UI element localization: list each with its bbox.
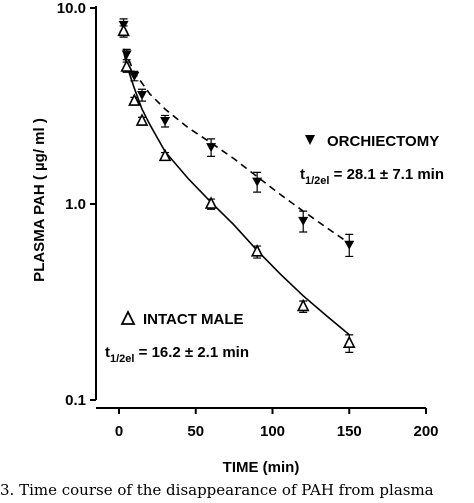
- orchiectomy-data-point: [344, 240, 355, 250]
- y-tick-label: 10.0: [57, 0, 86, 17]
- x-ticks: 0 50 100 150 200: [115, 408, 439, 440]
- fit-curves: [122, 48, 350, 336]
- orchiectomy-fit-line: [122, 48, 350, 244]
- x-tick-label: 200: [413, 423, 438, 440]
- orchiectomy-legend-label: ORCHIECTOMY: [327, 133, 439, 150]
- intact-male-half-life: t1/2el = 16.2 ± 2.1 min: [105, 344, 249, 365]
- x-axis-label: TIME (min): [223, 459, 300, 476]
- intact-male-data-point: [250, 244, 264, 257]
- legend-intact-male: INTACT MALE: [120, 309, 244, 328]
- data-points: [117, 18, 356, 353]
- orchiectomy-data-point: [129, 71, 140, 81]
- x-tick-label: 150: [337, 423, 362, 440]
- orchiectomy-data-point: [137, 90, 148, 100]
- intact-male-fit-line: [122, 51, 350, 336]
- orchiectomy-data-point: [206, 143, 217, 153]
- intact-male-data-point: [204, 196, 218, 209]
- y-ticks: 0.1 1.0 10.0: [57, 0, 96, 409]
- y-tick-label: 0.1: [65, 392, 86, 409]
- orchiectomy-half-life: t1/2el = 28.1 ± 7.1 min: [300, 166, 444, 187]
- intact-male-data-point: [135, 113, 149, 126]
- orchiectomy-data-point: [160, 117, 171, 127]
- orchiectomy-data-point: [121, 50, 132, 60]
- intact-male-data-point: [117, 23, 130, 37]
- x-tick-label: 100: [260, 423, 285, 440]
- x-tick-label: 50: [187, 423, 204, 440]
- orchiectomy-legend-marker: [305, 135, 315, 145]
- y-axis-label: PLASMA PAH ( µg/ ml ): [31, 118, 48, 282]
- x-tick-label: 0: [115, 423, 123, 440]
- intact-male-legend-label: INTACT MALE: [143, 311, 244, 328]
- intact-male-data-point: [128, 93, 141, 106]
- intact-male-data-point: [342, 335, 356, 348]
- figure-caption: 3. Time course of the disappearance of P…: [0, 481, 434, 499]
- orchiectomy-data-point: [298, 216, 309, 226]
- intact-male-legend-marker: [120, 309, 136, 325]
- intact-male-data-point: [296, 298, 310, 312]
- legend-orchiectomy: ORCHIECTOMY: [305, 133, 439, 150]
- orchiectomy-data-point: [252, 177, 263, 187]
- y-tick-label: 1.0: [65, 196, 86, 213]
- intact-male-data-point: [158, 148, 172, 162]
- intact-male-data-point: [120, 59, 133, 72]
